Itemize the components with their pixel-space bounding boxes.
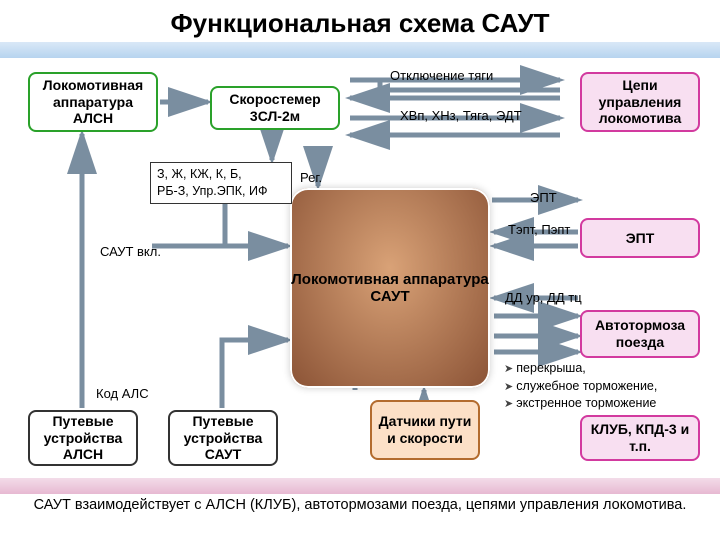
top-stripe: [0, 42, 720, 58]
bottom-stripe: [0, 478, 720, 494]
label-saut_on: САУТ вкл.: [100, 244, 161, 259]
central-saut-block: Локомотивная аппаратура САУТ: [290, 188, 490, 388]
signals-line1: З, Ж, КЖ, К, Б,: [157, 166, 285, 183]
box-circuits: Цепи управления локомотива: [580, 72, 700, 132]
label-code_als: Код АЛС: [96, 386, 149, 401]
box-speedometer: Скоростемер 3СЛ-2м: [210, 86, 340, 130]
central-label: Локомотивная аппаратура САУТ: [290, 271, 490, 305]
box-path_alsn: Путевые устройства АЛСН: [28, 410, 138, 466]
label-xb: ХВп, ХНз, Тяга, ЭДТ: [400, 108, 522, 123]
label-tept: Тэпт, Пэпт: [508, 222, 570, 237]
label-reg: Рег.: [300, 170, 322, 185]
brake-mode-item: служебное торможение,: [504, 378, 657, 396]
label-ept_small: ЭПТ: [530, 190, 557, 205]
signals-line2: РБ-З, Упр.ЭПК, ИФ: [157, 183, 285, 200]
brake-modes-list: перекрыша,служебное торможение,экстренно…: [504, 360, 657, 413]
box-klub: КЛУБ, КПД-3 и т.п.: [580, 415, 700, 461]
box-autobrake: Автотормоза поезда: [580, 310, 700, 358]
brake-mode-item: экстренное торможение: [504, 395, 657, 413]
footer-text: САУТ взаимодействует с АЛСН (КЛУБ), авто…: [0, 496, 720, 516]
box-path_saut: Путевые устройства САУТ: [168, 410, 278, 466]
box-ept: ЭПТ: [580, 218, 700, 258]
arrow-a18: [222, 340, 288, 408]
page-title: Функциональная схема САУТ: [0, 8, 720, 39]
brake-mode-item: перекрыша,: [504, 360, 657, 378]
arrow-a8: [152, 204, 225, 246]
box-sensors: Датчики пути и скорости: [370, 400, 480, 460]
label-dd: ДД ур, ДД тц: [505, 290, 582, 305]
signals-block: З, Ж, КЖ, К, Б, РБ-З, Упр.ЭПК, ИФ: [150, 162, 292, 204]
box-loco_alsn: Локомотивная аппаратура АЛСН: [28, 72, 158, 132]
label-off_traction: Отключение тяги: [390, 68, 493, 83]
